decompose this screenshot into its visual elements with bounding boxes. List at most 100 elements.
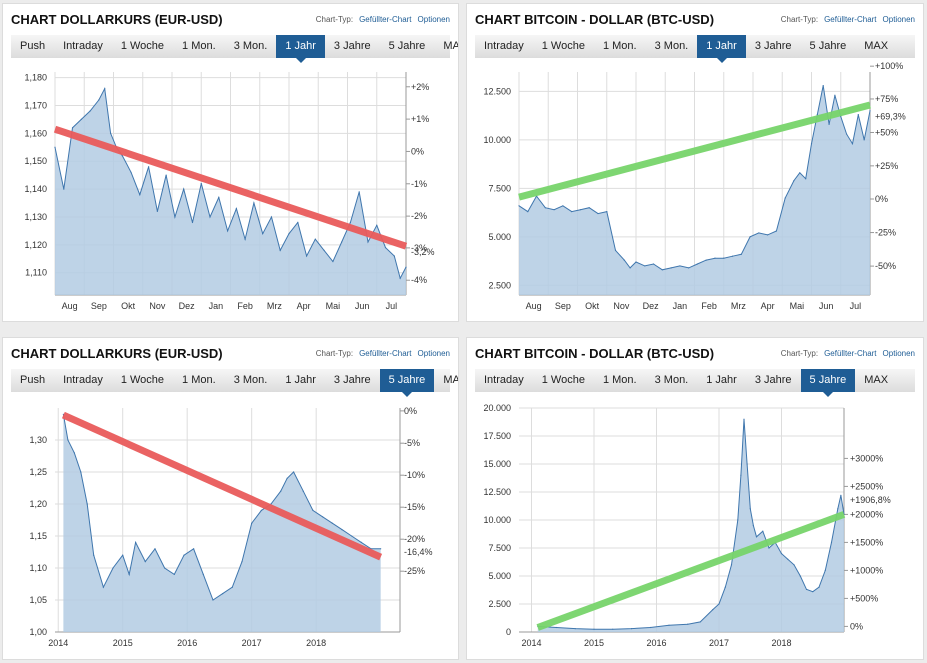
price-chart: 1,110 1,120 1,130 1,140 1,150 1,160 1,170 1,180… [24, 72, 435, 311]
data-point [226, 230, 229, 232]
tab-3-jahre[interactable]: 3 Jahre [754, 40, 792, 52]
filled-chart-link[interactable]: Gefüllter-Chart [359, 349, 412, 358]
data-point [154, 548, 156, 550]
data-point [652, 263, 655, 265]
tab-3-jahre[interactable]: 3 Jahre [754, 374, 792, 386]
data-point [312, 509, 314, 511]
tab-5-jahre[interactable]: 5 Jahre [388, 40, 426, 52]
tab-max[interactable]: MAX [443, 40, 458, 52]
data-point [623, 259, 625, 261]
tab-3-jahre[interactable]: 3 Jahre [333, 40, 371, 52]
data-point [222, 593, 224, 595]
right-tick-label: 0% [404, 406, 417, 416]
data-point [840, 494, 842, 496]
options-link[interactable]: Optionen [882, 15, 915, 24]
data-point [579, 209, 582, 211]
x-tick-label: Jan [209, 301, 224, 311]
tab-push[interactable]: Push [20, 40, 46, 52]
data-point [135, 541, 137, 543]
x-tick-label: Jan [673, 301, 688, 311]
data-point [574, 628, 576, 630]
tab-1-jahr[interactable]: 1 Jahr [706, 374, 737, 386]
x-tick-label: 2015 [113, 638, 133, 648]
x-tick-label: Apr [761, 301, 775, 311]
tab-1-mon[interactable]: 1 Mon. [182, 40, 216, 52]
data-point [553, 209, 555, 211]
right-tick-label: -25% [404, 566, 425, 576]
tab-intraday[interactable]: Intraday [63, 374, 103, 386]
tab-5-jahre[interactable]: 5 Jahre [800, 369, 856, 397]
right-tick-label: -25% [875, 228, 896, 238]
filled-chart-link[interactable]: Gefüllter-Chart [359, 15, 412, 24]
x-tick-label: Nov [149, 301, 166, 311]
data-point [280, 490, 282, 492]
tab-1-woche[interactable]: 1 Woche [541, 374, 585, 386]
tab-intraday[interactable]: Intraday [63, 40, 103, 52]
x-tick-label: Mai [326, 301, 341, 311]
y-tick-label: 7.500 [488, 543, 511, 553]
data-point [63, 188, 65, 190]
data-point [670, 267, 672, 269]
options-link[interactable]: Optionen [417, 15, 450, 24]
x-tick-label: Jul [850, 301, 862, 311]
data-point [260, 509, 262, 511]
right-tick-label: -5% [404, 438, 420, 448]
tab-3-mon[interactable]: 3 Mon. [233, 374, 268, 386]
tab-3-mon[interactable]: 3 Mon. [233, 40, 268, 52]
tab-max[interactable]: MAX [864, 374, 889, 386]
data-point [834, 94, 836, 96]
data-point [297, 221, 299, 224]
y-tick-label: 1,15 [29, 531, 47, 541]
y-tick-label: 12.500 [483, 86, 511, 96]
tab-5-jahre[interactable]: 5 Jahre [809, 40, 847, 52]
tab-1-mon[interactable]: 1 Mon. [182, 374, 216, 386]
data-point [200, 182, 202, 185]
filled-chart-link[interactable]: Gefüllter-Chart [824, 349, 877, 358]
right-tick-label: +2000% [850, 509, 883, 519]
data-point [73, 452, 75, 454]
data-point [102, 586, 104, 588]
tab-1-woche[interactable]: 1 Woche [120, 40, 165, 52]
right-tick-label: -50% [875, 261, 896, 271]
data-point [828, 123, 830, 125]
data-point [555, 626, 558, 629]
tab-1-mon[interactable]: 1 Mon. [602, 374, 637, 386]
tab-3-mon[interactable]: 3 Mon. [654, 40, 689, 52]
panel-btcusd-5y: CHART BITCOIN - DOLLAR (BTC-USD) Chart-T… [466, 337, 924, 660]
tab-push[interactable]: Push [20, 374, 46, 386]
data-point [305, 255, 308, 257]
right-tick-label: -1% [411, 179, 427, 189]
tab-3-jahre[interactable]: 3 Jahre [333, 374, 371, 386]
data-point [699, 621, 701, 623]
data-point [193, 548, 195, 550]
data-point [775, 230, 777, 232]
options-link[interactable]: Optionen [417, 349, 450, 358]
tab-max[interactable]: MAX [443, 374, 458, 386]
tab-5-jahre[interactable]: 5 Jahre [379, 369, 435, 397]
series-area [519, 85, 870, 295]
tab-1-mon[interactable]: 1 Mon. [602, 40, 637, 52]
price-chart: 0 2.500 5.000 7.500 10.000 12.500 15.000 17.500… [483, 403, 890, 648]
tab-3-mon[interactable]: 3 Mon. [654, 374, 689, 386]
right-tick-label: +100% [875, 62, 903, 71]
tab-intraday[interactable]: Intraday [484, 40, 524, 52]
chart-type-label: Chart-Typ: [780, 15, 819, 24]
options-link[interactable]: Optionen [882, 349, 915, 358]
tab-1-jahr[interactable]: 1 Jahr [276, 35, 325, 63]
tab-intraday[interactable]: Intraday [484, 374, 524, 386]
data-point [869, 110, 871, 112]
data-point [93, 554, 95, 556]
filled-chart-link[interactable]: Gefüllter-Chart [824, 15, 877, 24]
chart-type-label: Chart-Typ: [315, 349, 354, 358]
data-point [737, 519, 739, 521]
tab-1-jahr[interactable]: 1 Jahr [285, 374, 316, 386]
tab-max[interactable]: MAX [864, 40, 889, 52]
data-point [399, 277, 401, 279]
tab-1-woche[interactable]: 1 Woche [541, 40, 585, 52]
data-point [812, 591, 814, 593]
tab-1-jahr[interactable]: 1 Jahr [697, 35, 746, 63]
data-point [635, 261, 637, 263]
y-tick-label: 1,160 [24, 128, 47, 138]
x-tick-label: Mrz [267, 301, 282, 311]
tab-1-woche[interactable]: 1 Woche [120, 374, 165, 386]
